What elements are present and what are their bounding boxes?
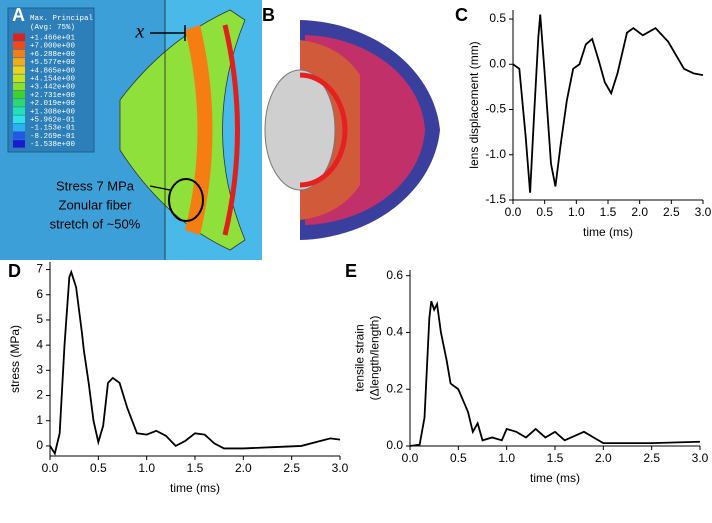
panel-a: Max. Principal (Avg: 75%) +1.466e+01+7.0… [0,0,262,260]
x-tick-label: 2.5 [283,461,300,475]
legend-title: Max. Principal [30,15,94,23]
x-tick-label: 1.5 [547,451,564,465]
y-tick-label: 5 [36,312,43,326]
y-tick-label: 0.4 [386,325,403,339]
y-tick-label: 7 [36,262,43,276]
legend-swatch [13,74,25,82]
y-tick-label: 3 [36,363,43,377]
legend-swatch [13,90,25,99]
legend-label: +1.308e+00 [30,108,76,116]
legend-label: -8.269e-01 [30,133,76,141]
legend-swatch [13,82,25,91]
x-tick-label: 2.5 [643,451,660,465]
panel-label: C [455,5,468,25]
highlight-circle [168,178,204,222]
stress-edge [222,24,240,236]
x-tick-label: 3.0 [692,451,709,465]
x-axis-title: time (ms) [583,225,633,239]
legend-swatch [13,115,25,123]
y-tick-label: 0 [36,438,43,452]
y-tick-label: -1.5 [485,192,506,206]
legend-swatch [13,99,25,107]
legend-label: -1.153e-01 [30,125,76,133]
x-tick-label: 3.0 [332,461,349,475]
x-tick-label: 1.0 [498,451,515,465]
lens [264,69,336,191]
y-tick-label: 0.2 [386,381,403,395]
stress-band [185,25,213,235]
legend-label: +2.731e+00 [30,92,76,100]
y-tick-label: 0.6 [386,268,403,282]
panel-label: E [345,261,357,281]
legend-swatch [13,131,25,140]
legend-swatch [13,41,25,50]
x-tick-label: 1.0 [568,205,585,219]
legend: +1.466e+01+7.000e+00+6.288e+00+5.577e+00… [13,33,76,149]
x-tick-label: 0.5 [536,205,553,219]
x-tick-label: 1.5 [187,461,204,475]
panel-b: B [262,5,440,240]
y-axis-title: lens displacement (mm) [467,41,481,168]
x-tick-label: 1.5 [600,205,617,219]
legend-label: +2.019e+00 [30,100,76,108]
x-axis-title: time (ms) [170,481,220,495]
x-tick-label: 2.0 [235,461,252,475]
x-tick-label: 2.0 [595,451,612,465]
legend-swatch [13,49,25,58]
charts: 0.0 0.5 1.0 1.5 2.0 2.5 3.0 0.5 0.0 -0.5 -1.0 -1.5 t… [8,5,712,495]
x-tick-label: 3.0 [695,205,712,219]
y-axis-title: tensile strain [353,324,367,391]
x-tick-label: 2.0 [631,205,648,219]
legend-label: -1.538e+00 [30,141,76,149]
y-tick-label: -0.5 [485,102,506,116]
x-tick-label: 0.0 [402,451,419,465]
annotation: stretch of ~50% [50,216,141,231]
y-tick-label: 6 [36,287,43,301]
y-tick-label: 0.0 [489,56,506,70]
line [512,14,704,193]
legend-label: +1.466e+01 [30,34,76,42]
y-axis-title: stress (MPa) [8,325,22,393]
arrow [149,185,171,191]
legend-subtitle: (Avg: 75%) [30,24,75,32]
x-tick-label: 0.0 [42,461,59,475]
legend-swatch [13,123,25,132]
panel-label: A [12,5,25,25]
annotation: Zonular fiber [59,197,133,212]
legend-label: +5.962e-01 [30,116,76,124]
y-tick-label: -1.0 [485,147,506,161]
x-tick-label: 0.0 [505,205,522,219]
panel-label: D [8,261,21,281]
y-axis-title: (Δlength/length) [368,316,382,401]
x-tick-label: 2.5 [663,205,680,219]
legend-label: +7.000e+00 [30,43,76,51]
line [49,269,341,456]
y-tick-label: 1 [36,413,43,427]
legend-label: +4.865e+00 [30,67,76,75]
y-tick-label: 0.5 [489,11,506,25]
x-tick-label: 0.5 [90,461,107,475]
legend-swatch [13,66,25,74]
legend-label: +4.154e+00 [30,75,76,83]
legend-swatch [13,33,25,41]
annotation: Stress 7 MPa [56,178,135,193]
panel-label: B [262,5,275,25]
x-axis-title: time (ms) [530,471,580,485]
legend-swatch [13,107,25,115]
x-tick-label: 0.5 [450,451,467,465]
legend-swatch [13,140,25,148]
marker-label: x [135,21,145,43]
y-tick-label: 0.0 [386,438,403,452]
line [409,300,701,447]
x-tick-label: 1.0 [138,461,155,475]
legend-label: +3.442e+00 [30,84,76,92]
legend-label: +6.288e+00 [30,51,76,59]
legend-label: +5.577e+00 [30,59,76,67]
y-tick-label: 4 [36,337,43,351]
legend-swatch [13,58,25,66]
y-tick-label: 2 [36,388,43,402]
zonule [299,72,348,188]
